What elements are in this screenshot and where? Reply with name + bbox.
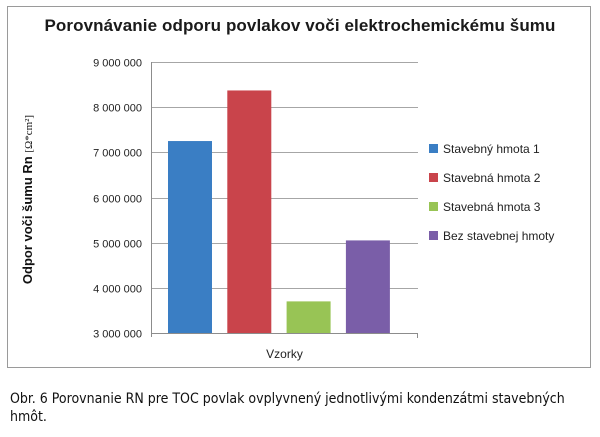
y-tick-label: 8 000 000 (93, 103, 142, 115)
y-tick-label: 7 000 000 (93, 148, 142, 160)
chart-title: Porovnávanie odporu povlakov voči elektr… (44, 16, 556, 35)
chart-frame: Porovnávanie odporu povlakov voči elektr… (7, 6, 591, 368)
y-tick-label: 6 000 000 (93, 194, 142, 206)
legend-label: Stavebná hmota 2 (443, 171, 541, 185)
bar (345, 240, 390, 333)
bar (286, 301, 331, 333)
y-tick-label: 3 000 000 (93, 329, 142, 341)
legend: Stavebný hmota 1 Stavebná hmota 2 Stavebná… (429, 142, 554, 243)
figure-caption: Obr. 6 Porovnanie RN pre TOC povlak ovpl… (10, 391, 565, 425)
bar-chart: 3 000 000 4 000 000 5 000 000 6 000 000 7 00… (20, 58, 554, 362)
y-tick-label: 4 000 000 (93, 284, 142, 296)
legend-label: Stavebný hmota 1 (443, 142, 540, 156)
tick-labels: 3 000 000 4 000 000 5 000 000 6 000 000 7 00… (20, 58, 303, 362)
legend-swatch (429, 231, 438, 240)
bars (168, 90, 390, 333)
bar (227, 90, 272, 333)
bar (168, 141, 212, 333)
y-axis-title: Odpor voči šumu Rn [Ω*cm²] (20, 115, 35, 284)
legend-label: Bez stavebnej hmoty (443, 229, 554, 243)
legend-label: Stavebná hmota 3 (443, 200, 541, 214)
x-axis-label: Vzorky (266, 347, 303, 361)
legend-swatch (429, 144, 438, 153)
legend-swatch (429, 173, 438, 182)
axes (151, 62, 418, 338)
y-tick-label: 9 000 000 (93, 58, 142, 70)
legend-swatch (429, 202, 438, 211)
y-tick-label: 5 000 000 (93, 239, 142, 251)
